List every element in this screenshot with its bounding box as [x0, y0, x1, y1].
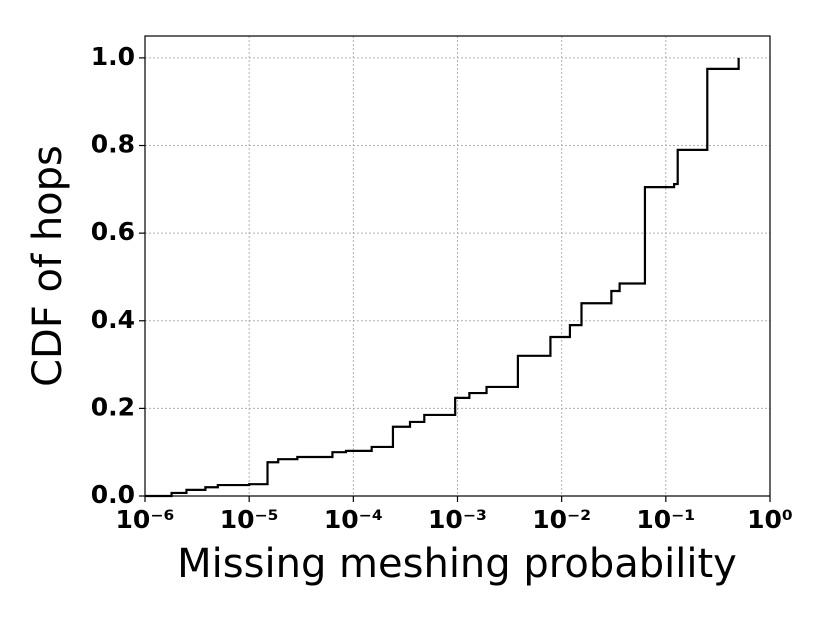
y-tick-label: 0.6	[91, 217, 135, 246]
plot-frame	[144, 35, 771, 497]
y-axis-label: CDF of hops	[25, 145, 71, 387]
x-tick-label: 10⁻⁴	[324, 505, 383, 534]
cdf-line	[145, 57, 740, 498]
y-tick-label: 0.4	[91, 305, 135, 334]
y-tick-label: 1.0	[91, 42, 135, 71]
x-tick-label: 10⁰	[747, 505, 793, 534]
x-tick-label: 10⁻²	[532, 505, 591, 534]
x-tick-label: 10⁻⁶	[116, 505, 175, 534]
x-tick-label: 10⁻¹	[636, 505, 695, 534]
x-tick-label: 10⁻³	[428, 505, 487, 534]
x-axis-label: Missing meshing probability	[177, 541, 737, 587]
y-tick-label: 0.2	[91, 392, 135, 421]
y-tick-label: 0.0	[91, 480, 135, 509]
y-tick-label: 0.8	[91, 130, 135, 159]
x-tick-label: 10⁻⁵	[220, 505, 279, 534]
